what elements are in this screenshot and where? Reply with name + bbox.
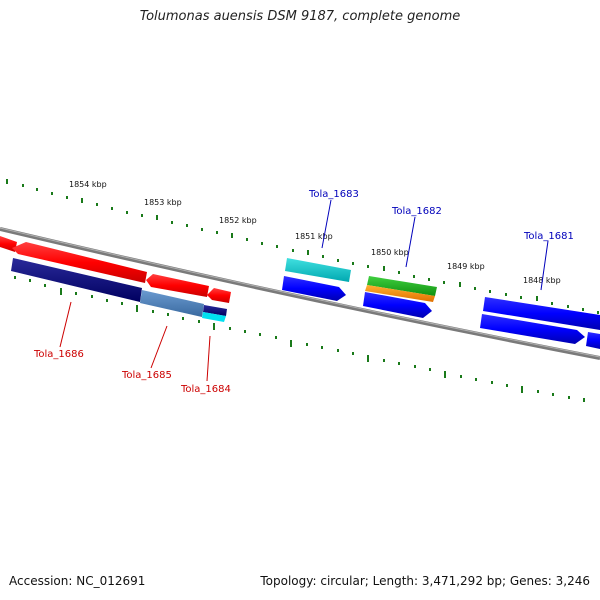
reverse-strand-cds-track <box>0 236 231 303</box>
inner-scale-arc <box>14 276 585 402</box>
genome-backbone <box>0 227 600 360</box>
scale-label: 1848 kbp <box>523 276 561 285</box>
gene-arrow[interactable] <box>586 332 600 349</box>
gene-label-tola-1681[interactable]: Tola_1681 <box>523 231 574 242</box>
accession-text: Accession: NC_012691 <box>9 574 146 588</box>
gene-arrow[interactable] <box>480 314 585 344</box>
scale-label: 1851 kbp <box>295 232 333 241</box>
gene-label-tola-1683[interactable]: Tola_1683 <box>308 189 359 200</box>
gene-arrow[interactable] <box>365 285 435 302</box>
gene-arrow[interactable] <box>11 258 142 302</box>
gene-arrow[interactable] <box>363 292 432 318</box>
scale-label: 1854 kbp <box>69 180 107 189</box>
gene-arrow[interactable] <box>282 276 346 301</box>
forward-strand-gene-track <box>285 258 600 330</box>
genome-backbone-highlight <box>0 227 600 358</box>
gene-arrow[interactable] <box>12 242 147 283</box>
scale-label: 1852 kbp <box>219 216 257 225</box>
gene-arrow[interactable] <box>140 290 204 317</box>
scale-label: 1853 kbp <box>144 198 182 207</box>
gene-arrow[interactable] <box>207 288 231 303</box>
gene-arrow[interactable] <box>367 276 437 296</box>
genome-stats-text: Topology: circular; Length: 3,471,292 bp… <box>260 574 590 588</box>
gene-label-tola-1685[interactable]: Tola_1685 <box>121 370 172 381</box>
gene-arrow[interactable] <box>146 274 209 297</box>
map-title: Tolumonas auensis DSM 9187, complete gen… <box>139 9 461 24</box>
gene-arrow[interactable] <box>285 258 351 282</box>
forward-strand-cds-track <box>282 276 600 349</box>
gene-arrow[interactable] <box>202 312 226 322</box>
scale-label: 1849 kbp <box>447 262 485 271</box>
gene-arrow[interactable] <box>483 297 600 330</box>
outer-scale-arc <box>6 179 599 314</box>
reverse-strand-gene-track <box>11 258 227 322</box>
gene-label-tola-1686[interactable]: Tola_1686 <box>33 349 84 360</box>
gene-arrow[interactable] <box>203 305 227 316</box>
gene-label-tola-1684[interactable]: Tola_1684 <box>180 384 231 395</box>
scale-label: 1850 kbp <box>371 248 409 257</box>
leader-lines <box>59 199 549 382</box>
gene-label-tola-1682[interactable]: Tola_1682 <box>391 206 442 217</box>
